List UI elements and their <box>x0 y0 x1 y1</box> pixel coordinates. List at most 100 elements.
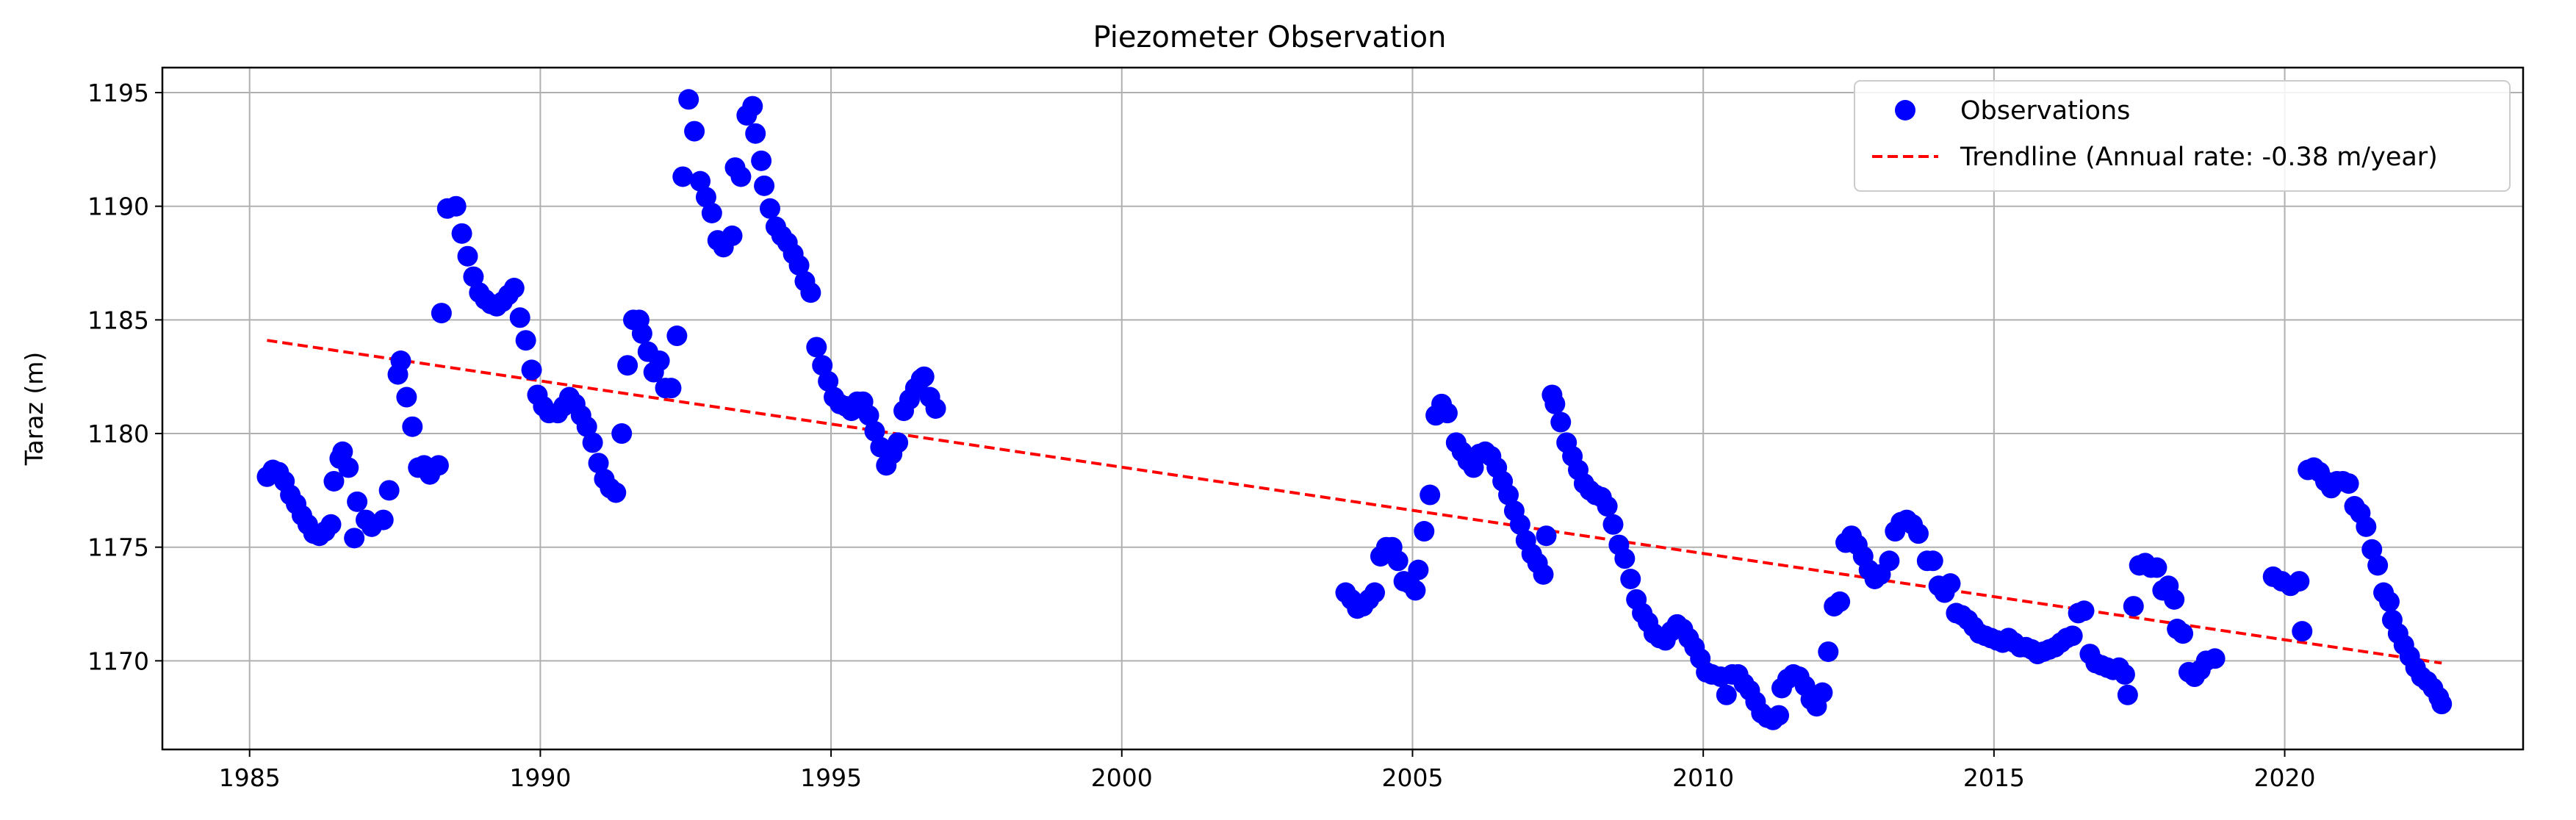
observation-point <box>611 423 633 445</box>
observation-point <box>649 350 670 372</box>
observation-point <box>390 350 411 372</box>
y-tick-label: 1180 <box>87 420 149 448</box>
observation-point <box>521 359 542 381</box>
x-tick-label: 1995 <box>800 763 862 792</box>
observation-point <box>1769 705 1790 726</box>
y-axis-label: Taraz (m) <box>20 352 48 466</box>
x-tick-label: 2000 <box>1091 763 1153 792</box>
observation-point <box>332 441 353 462</box>
observation-point <box>2367 555 2389 576</box>
observation-point <box>631 323 652 344</box>
observation-point <box>1597 496 1618 517</box>
observation-point <box>457 245 478 267</box>
observation-point <box>378 480 400 501</box>
observation-point <box>509 307 530 328</box>
observation-point <box>1544 393 1566 414</box>
observation-point <box>1420 484 1441 506</box>
observation-point <box>1922 550 1943 572</box>
observation-point <box>373 509 394 531</box>
plot-area-frame <box>161 66 2525 751</box>
observation-point <box>684 121 705 142</box>
observation-point <box>806 337 827 358</box>
observation-point <box>1830 591 1851 612</box>
observation-point <box>666 326 688 347</box>
observation-point <box>431 303 452 324</box>
observation-point <box>812 355 833 376</box>
observation-point <box>1940 573 1961 594</box>
observation-point <box>754 175 775 196</box>
observation-point <box>2378 591 2400 612</box>
observation-point <box>2062 625 2083 647</box>
observation-point <box>428 455 449 476</box>
x-tick-label: 1990 <box>509 763 571 792</box>
observation-point <box>338 457 359 478</box>
observation-point <box>1602 514 1624 535</box>
trendline <box>267 339 2442 665</box>
legend-box <box>1854 80 2511 192</box>
observation-point <box>1812 682 1833 703</box>
observation-point <box>858 405 879 426</box>
y-tick-label: 1185 <box>87 306 149 334</box>
y-tick-label: 1190 <box>87 193 149 221</box>
observation-point <box>1387 550 1408 572</box>
observation-point <box>2338 473 2359 494</box>
observation-point <box>742 96 763 117</box>
y-tick-label: 1195 <box>87 79 149 107</box>
observation-point <box>864 420 885 442</box>
observation-point <box>759 198 780 219</box>
observation-point <box>745 123 766 144</box>
x-tick-label: 2005 <box>1381 763 1443 792</box>
observation-point <box>2123 596 2144 617</box>
y-tick-label: 1175 <box>87 533 149 562</box>
y-axis-ticks: 1170 1175 1180 1185 1190 1195 <box>87 79 162 675</box>
observation-point <box>701 202 722 223</box>
observation-point <box>788 255 810 276</box>
observation-point <box>2289 571 2310 592</box>
observation-point <box>730 166 752 187</box>
observation-point <box>661 378 682 399</box>
observation-point <box>451 223 472 244</box>
observation-point <box>2073 600 2095 622</box>
legend-label-trendline: Trendline (Annual rate: -0.38 m/year) <box>1960 143 2438 172</box>
observation-point <box>347 491 368 512</box>
observation-point <box>1364 582 1386 603</box>
y-tick-label: 1170 <box>87 647 149 675</box>
observation-point <box>2361 539 2383 560</box>
observation-point <box>1550 411 1572 433</box>
observation-point <box>617 355 638 376</box>
observation-point <box>722 225 743 246</box>
observation-point <box>2117 684 2138 705</box>
observation-point <box>1879 550 1900 572</box>
observation-points <box>256 89 2453 730</box>
observation-point <box>1509 514 1530 535</box>
trendline-layer <box>267 339 2442 665</box>
legend-label-observations: Observations <box>1960 96 2130 126</box>
x-tick-label: 2015 <box>1963 763 2025 792</box>
observation-point <box>588 453 609 474</box>
observation-point <box>751 150 772 171</box>
observation-point <box>1405 580 1426 601</box>
observation-point <box>1533 564 1554 585</box>
observation-point <box>2146 557 2167 578</box>
observation-point <box>2164 589 2185 610</box>
observation-point <box>463 266 484 287</box>
legend-marker-observations <box>1895 100 1915 121</box>
observation-point <box>2173 623 2194 644</box>
observation-point <box>913 366 935 387</box>
x-tick-label: 1985 <box>219 763 281 792</box>
x-tick-label: 2010 <box>1672 763 1734 792</box>
observation-point <box>582 432 603 453</box>
observation-point <box>1620 569 1641 589</box>
observation-point <box>1408 559 1429 580</box>
observation-point <box>678 89 699 110</box>
observation-point <box>1436 403 1458 424</box>
observation-point <box>402 416 423 437</box>
observation-point <box>2114 663 2135 685</box>
observation-point <box>323 470 345 492</box>
x-tick-label: 2020 <box>2254 763 2316 792</box>
observation-point <box>1907 523 1929 544</box>
chart-title: Piezometer Observation <box>1093 21 1446 54</box>
observation-point <box>1716 684 1737 705</box>
